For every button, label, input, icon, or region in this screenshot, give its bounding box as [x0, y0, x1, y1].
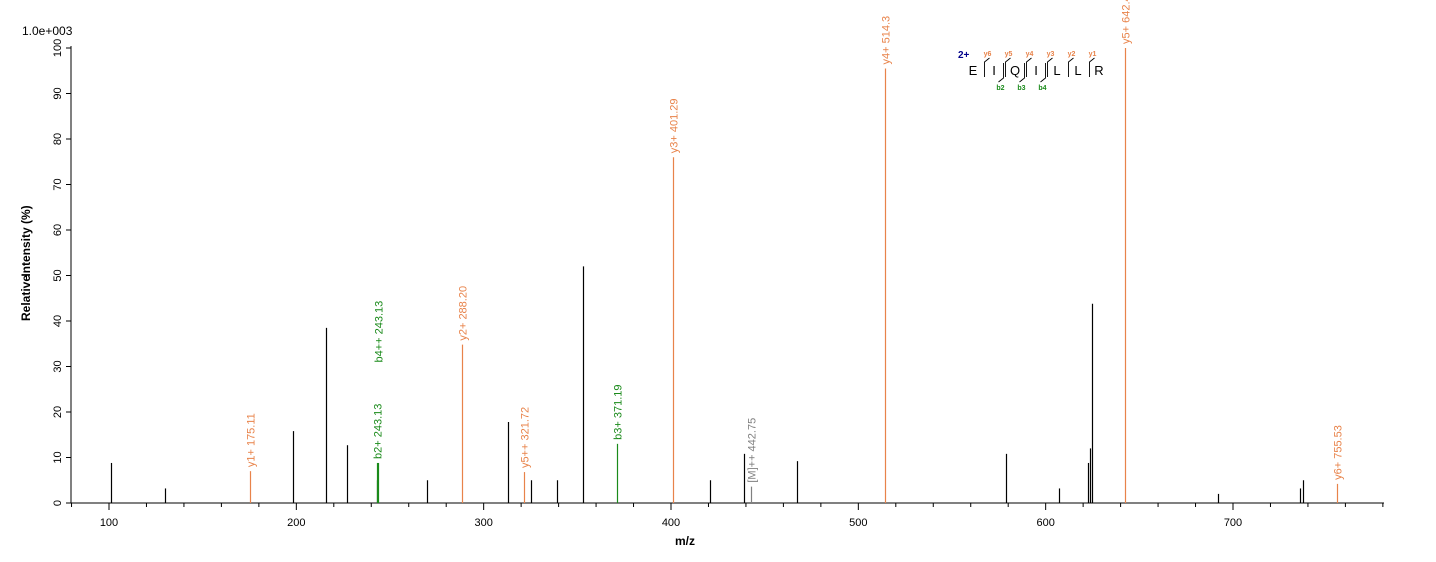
b-ion-marker: b4: [1038, 85, 1046, 92]
peak-label: y4+ 514.3: [881, 16, 893, 65]
y-tick-label: 70: [52, 178, 64, 190]
b-ion-marker: b2: [996, 85, 1004, 92]
y-tick-label: 100: [52, 39, 64, 57]
sequence-residue: E: [969, 63, 978, 78]
y-ion-bracket: [1068, 57, 1074, 77]
b-ion-bracket: [1019, 63, 1025, 83]
y-axis-title-part-1: Relative: [19, 275, 33, 321]
x-tick-label: 200: [287, 517, 305, 529]
sequence-residue: L: [1074, 63, 1081, 78]
y-ion-bracket: [1089, 57, 1095, 77]
y-tick-label: 10: [52, 451, 64, 463]
peaks-layer: [110, 48, 1339, 503]
sequence-charge: 2+: [958, 50, 970, 61]
y-ion-marker: y3: [1047, 51, 1055, 58]
y-tick-label: 90: [52, 87, 64, 99]
peak-label: [M]++ 442.75: [747, 418, 759, 483]
y-ion-bracket: [1026, 57, 1032, 77]
x-tick-label: 300: [474, 517, 492, 529]
peak-label: y3+ 401.29: [669, 98, 681, 153]
y-axis-title-part-2: Intensity (%): [19, 205, 33, 276]
y-tick-label: 80: [52, 133, 64, 145]
sequence-residue: L: [1053, 63, 1060, 78]
x-tick-label: 400: [662, 517, 680, 529]
x-tick-label: 500: [849, 517, 867, 529]
y-axis-title: Relative Intensity (%): [19, 205, 33, 321]
y-tick-label: 60: [52, 224, 64, 236]
y-tick-label: 0: [52, 500, 64, 506]
y-tick-label: 30: [52, 360, 64, 372]
b-ion-bracket: [1040, 63, 1046, 83]
y-tick-label: 40: [52, 315, 64, 327]
b-ion-marker: b3: [1017, 85, 1025, 92]
y-ion-marker: y5: [1005, 51, 1013, 58]
x-tick-label: 600: [1036, 517, 1054, 529]
x-tick-label: 100: [100, 517, 118, 529]
y-ion-bracket: [984, 57, 990, 77]
y-tick-label: 50: [52, 269, 64, 281]
peak-label: y1+ 175.11: [246, 413, 258, 467]
sequence-residue: Q: [1010, 63, 1020, 78]
x-tick-label: 700: [1224, 517, 1242, 529]
peak-label: b4++ 243.13: [374, 301, 386, 363]
y-ion-marker: y1: [1089, 51, 1097, 58]
peak-label: b2+ 243.13: [373, 404, 385, 459]
y-ion-bracket: [1005, 57, 1011, 77]
scale-label: 1.0e+003: [22, 24, 73, 38]
y-ion-marker: y4: [1026, 51, 1034, 58]
y-ion-bracket: [1047, 57, 1053, 77]
peak-label: y2+ 288.20: [458, 286, 470, 341]
sequence-residue: I: [992, 63, 996, 78]
peak-label: b3+ 371.19: [613, 384, 625, 439]
y-ion-marker: y6: [984, 51, 992, 58]
peak-labels-layer: y1+ 175.11 b2+ 243.13 b4++ 243.13 y2+ 288.2…: [246, 0, 1345, 483]
peak-label: y6+ 755.53: [1333, 425, 1345, 480]
sequence-residue: I: [1034, 63, 1038, 78]
b-ion-bracket: [998, 63, 1004, 83]
peak-label: y5+ 642.42: [1121, 0, 1133, 44]
peak-label: y5++ 321.72: [520, 407, 532, 468]
sequence-residue: R: [1094, 63, 1103, 78]
x-axis-title: m/z: [675, 534, 695, 548]
axes-layer: 0 10 20 30 40 50 60 70 80 90 100 100 200 300 400 500 600…: [52, 39, 1384, 529]
y-ion-marker: y2: [1068, 51, 1076, 58]
y-tick-label: 20: [52, 406, 64, 418]
